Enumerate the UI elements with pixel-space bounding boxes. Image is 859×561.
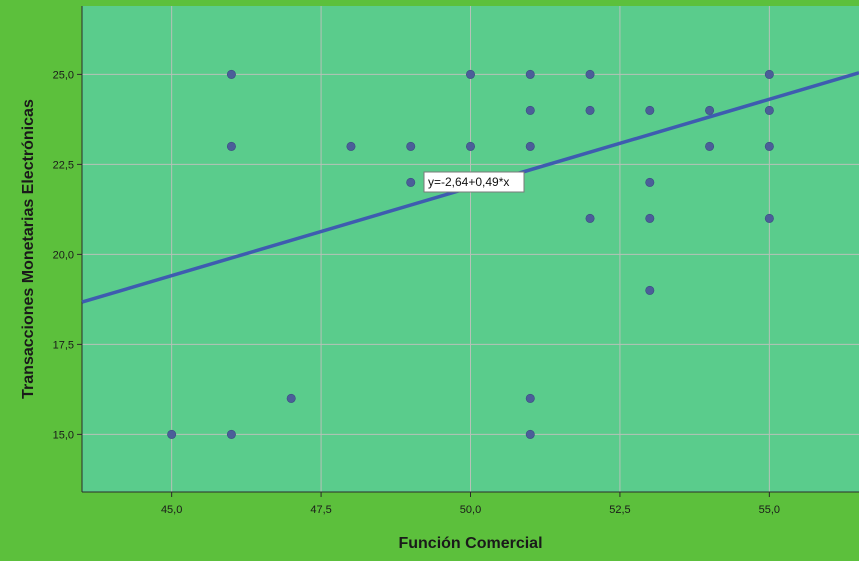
x-tick-label: 47,5 [310,504,331,516]
data-point [764,213,774,223]
data-point [585,213,595,223]
tick-labels: 45,0 47,5 50,0 52,5 55,0 15,0 17,5 20,0 22,5 25,0 [53,69,780,516]
x-tick-label: 45,0 [161,504,182,516]
data-point [585,105,595,115]
x-axis-title: Función Comercial [398,535,542,552]
data-point [465,69,475,79]
data-point [764,141,774,151]
data-point [226,141,236,151]
y-tick-label: 20,0 [53,249,74,261]
x-tick-label: 50,0 [460,504,481,516]
data-point [167,429,177,439]
data-point [406,141,416,151]
data-point [525,69,535,79]
data-point [645,177,655,187]
data-point [525,393,535,403]
fit-line-group: y=-2,64+0,49*x [81,71,859,304]
x-tick-label: 55,0 [759,504,780,516]
data-point [525,105,535,115]
data-point [286,393,296,403]
fit-equation-label: y=-2,64+0,49*x [428,175,509,189]
y-axis-title: Transacciones Monetarias Electrónicas [20,99,37,399]
data-point [705,141,715,151]
data-point [525,141,535,151]
data-point [645,105,655,115]
data-point [585,69,595,79]
y-tick-label: 15,0 [53,429,74,441]
data-points [167,69,774,439]
fit-label-box [423,171,525,193]
data-point [226,429,236,439]
data-point [645,285,655,295]
y-tick-label: 25,0 [53,69,74,81]
y-tick-label: 22,5 [53,159,74,171]
data-point [764,69,774,79]
y-tick-label: 17,5 [53,339,74,351]
data-point [764,105,774,115]
data-point [705,105,715,115]
gridlines [82,6,859,492]
data-point [346,141,356,151]
data-point [465,141,475,151]
data-point [645,213,655,223]
data-point [525,429,535,439]
x-tick-label: 52,5 [609,504,630,516]
data-point [226,69,236,79]
data-point [406,177,416,187]
